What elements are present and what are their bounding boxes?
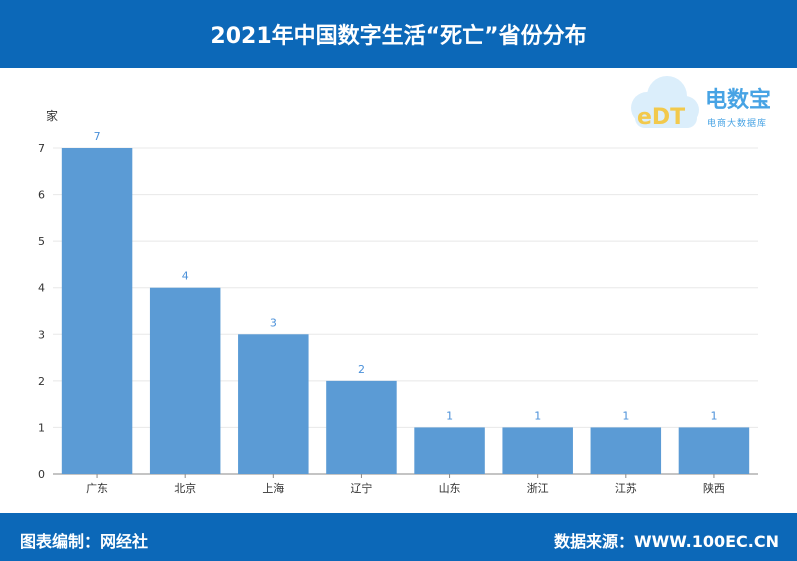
x-tick-label: 浙江 [527,482,549,495]
data-label: 1 [446,409,453,422]
header-bar: 2021年中国数字生活“死亡”省份分布 [0,0,797,68]
y-tick-label: 2 [38,375,45,388]
y-tick-label: 1 [38,421,45,434]
x-tick-label: 上海 [262,481,284,495]
bar [238,334,309,474]
y-tick-label: 4 [38,282,45,295]
x-tick-label: 北京 [174,481,196,495]
footer-editor: 图表编制：网经社 [20,532,149,551]
data-label: 1 [710,409,717,422]
x-tick-label: 广东 [86,482,108,495]
logo-mark: eDT [637,105,685,130]
bar [149,287,221,474]
y-tick-label: 6 [38,189,45,202]
x-tick-label: 辽宁 [350,481,372,495]
data-label: 7 [94,130,101,143]
bar [61,148,133,474]
y-tick-label: 0 [38,468,45,481]
logo-subtitle: 电商大数据库 [707,119,768,129]
x-tick-label: 陕西 [703,481,725,495]
footer-bar: 图表编制：网经社 数据来源：WWW.100EC.CN [0,513,797,561]
y-tick-label: 3 [38,328,45,341]
footer-source: 数据来源：WWW.100EC.CN [553,532,779,551]
bar-chart: 家 0 1 2 3 4 5 6 7 7 广东 4 北京 3 上海 2 辽宁 1 山东 1 浙江 1 江苏 1 陕西 [38,108,758,495]
data-label: 1 [622,409,629,422]
data-label: 4 [182,270,189,283]
logo: eDT 电数宝 电商大数据库 [625,72,790,137]
y-axis-label: 家 [46,108,58,123]
bar [678,427,750,474]
data-label: 2 [358,363,365,376]
data-label: 3 [270,316,277,329]
logo-name: 电数宝 [705,88,772,113]
y-tick-label: 5 [38,235,45,248]
x-tick-label: 江苏 [615,482,637,495]
y-tick-label: 7 [38,142,45,155]
data-label: 1 [534,409,541,422]
x-tick-label: 山东 [439,482,461,495]
bar [590,427,662,474]
cloud-logo-icon: eDT [631,76,699,130]
bar [502,427,573,474]
page-title: 2021年中国数字生活“死亡”省份分布 [210,24,587,49]
bar [326,380,397,474]
bar [414,427,485,474]
